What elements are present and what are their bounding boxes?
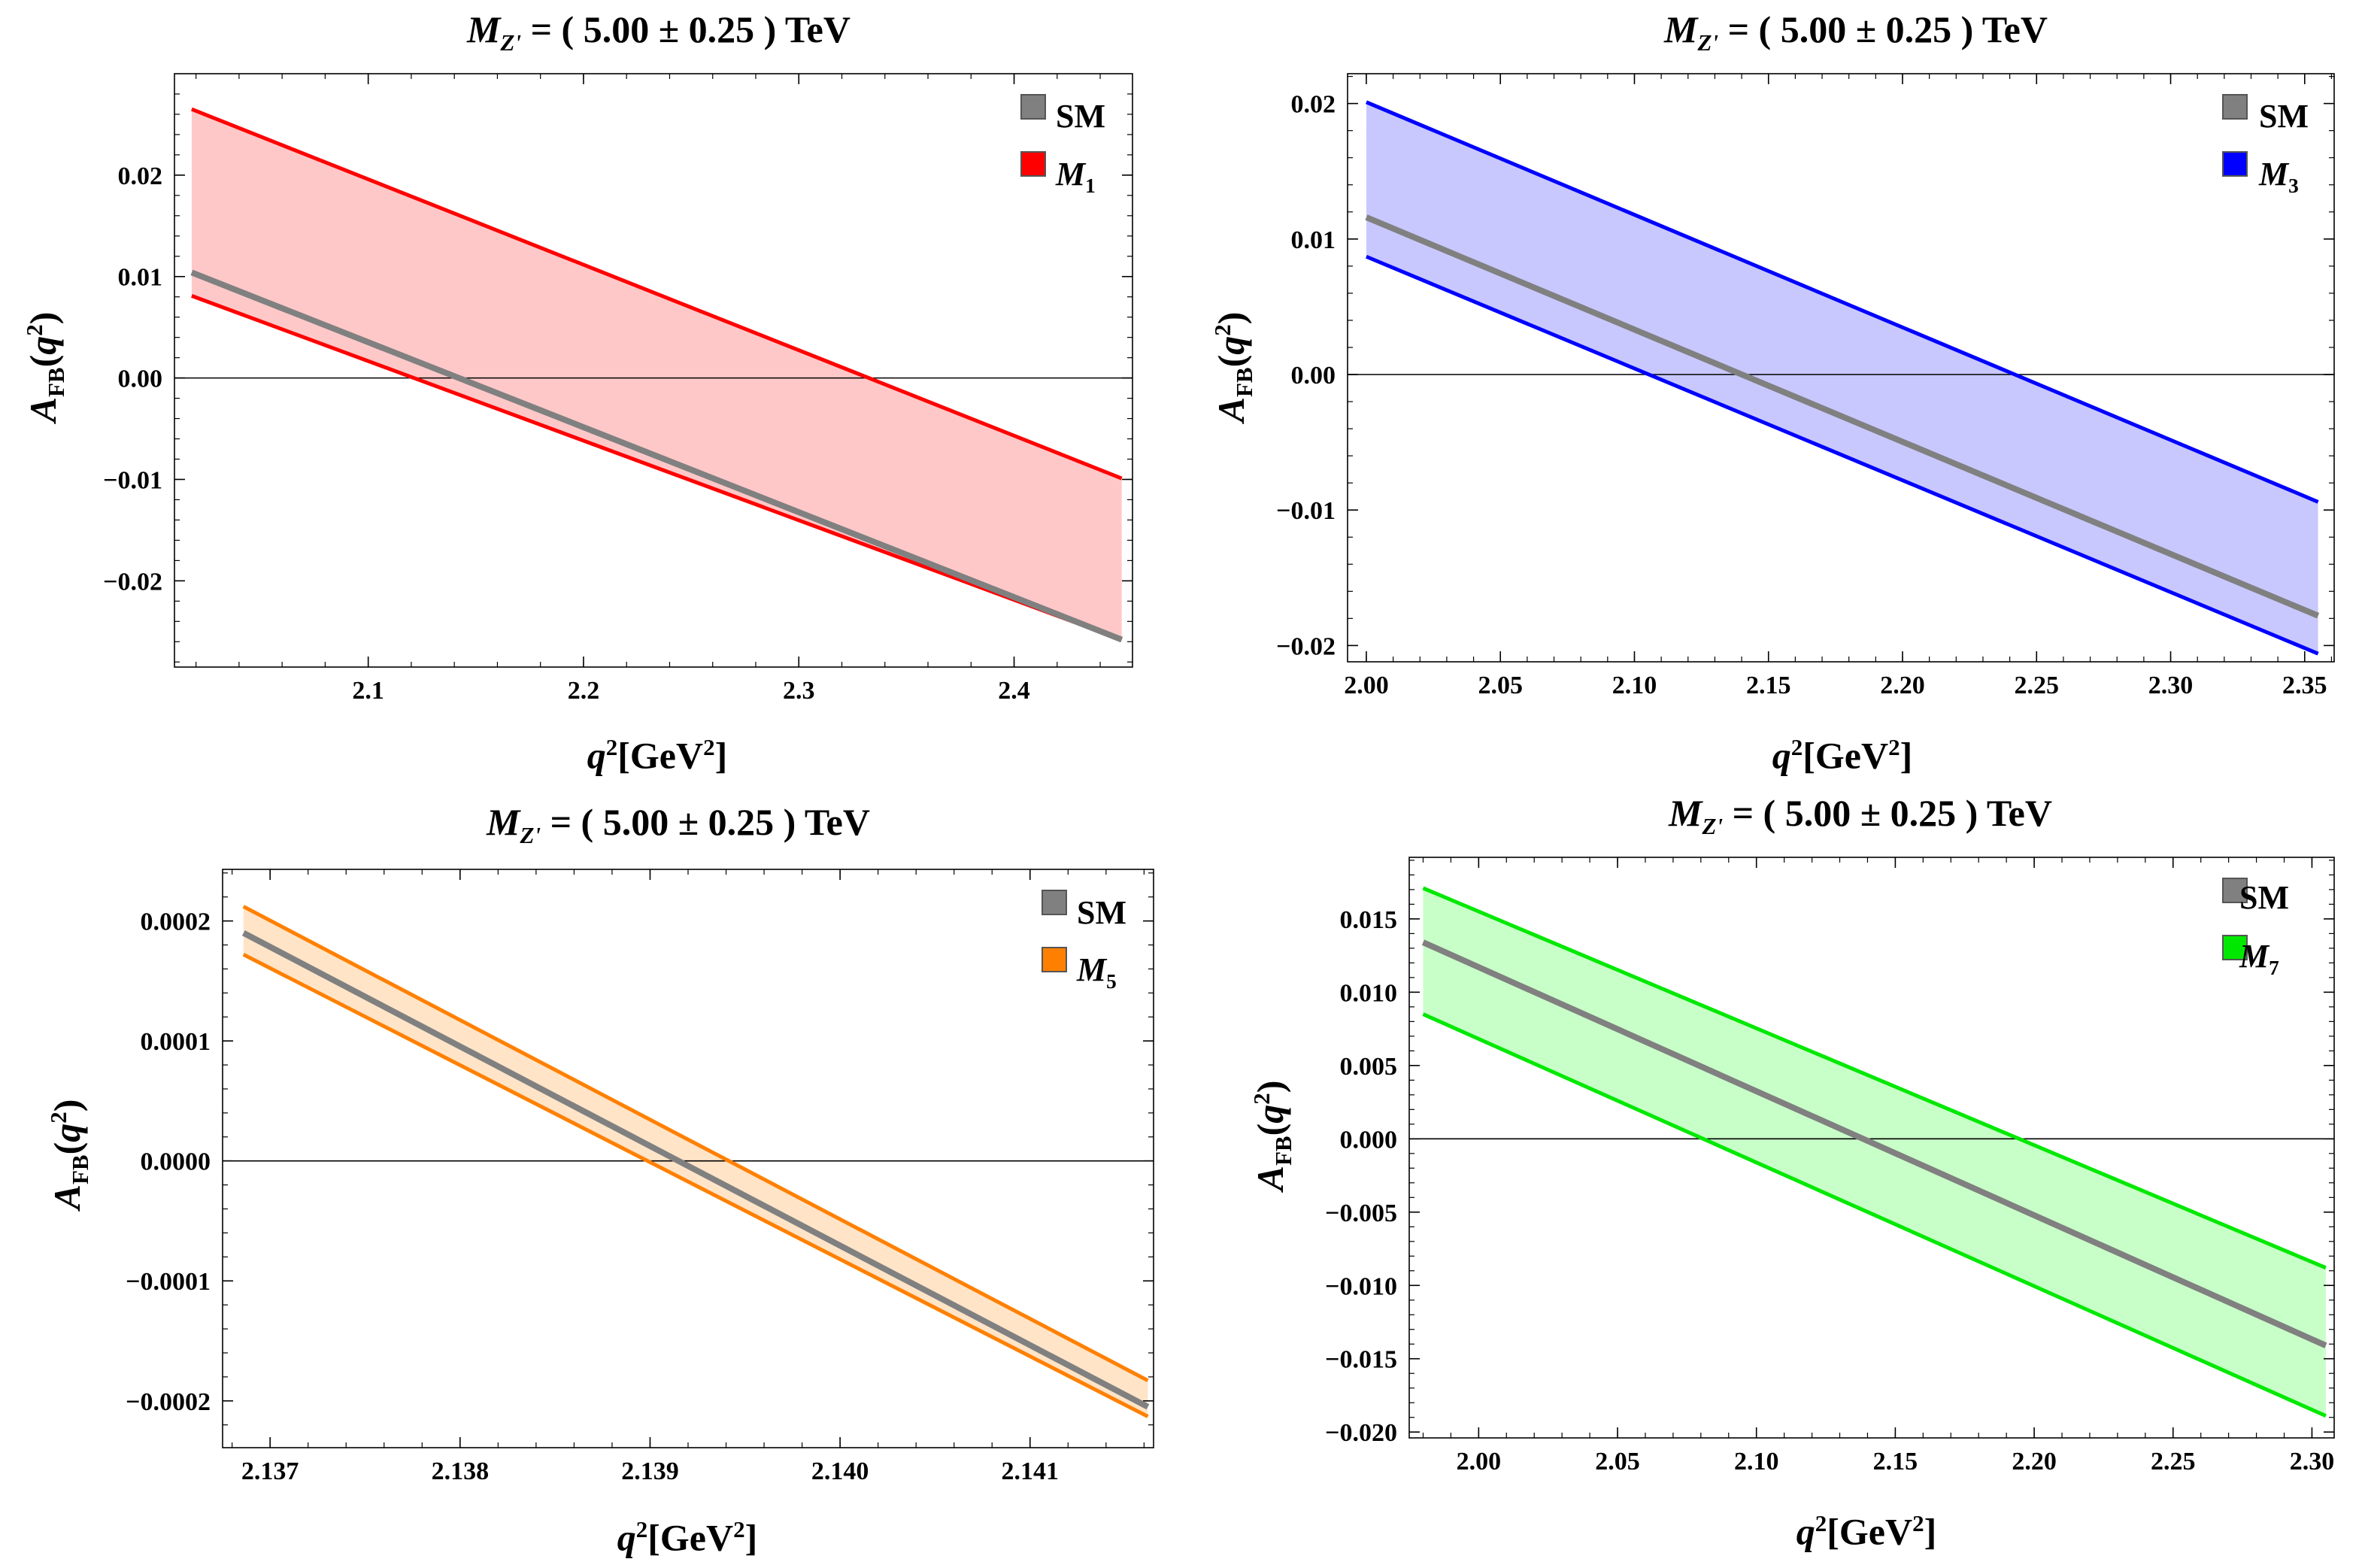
legend-label-sm: SM xyxy=(2239,879,2289,916)
plot-area: 2.1 2.2 2.3 2.4 −0.02 −0.01 0.00 0.01 0.02 xyxy=(103,73,1133,705)
chart-panel-1: MZ' = ( 5.00 ± 0.25 ) TeV 2.1 2.2 2.3 2.4 −0… xyxy=(0,0,1182,784)
legend-swatch xyxy=(2222,935,2248,960)
uncertainty-band xyxy=(191,109,1122,640)
x-tick-label: 2.10 xyxy=(1734,1448,1779,1475)
x-tick-label: 2.15 xyxy=(1873,1448,1918,1475)
x-axis-label: q2[GeV2] xyxy=(1772,734,1913,777)
series-line-lower xyxy=(191,294,1123,641)
series-line-upper xyxy=(1422,886,2327,1270)
x-tick-label: 2.00 xyxy=(1457,1448,1502,1475)
x-tick-label: 2.1 xyxy=(352,677,384,705)
legend-label-sm: SM xyxy=(2259,98,2309,135)
plot-area: 2.00 2.05 2.10 2.15 2.20 2.25 2.30 2.35 −0.02 −0.… xyxy=(1276,73,2335,699)
series-line-sm xyxy=(241,930,1150,1410)
x-tick-label: 2.137 xyxy=(241,1457,299,1485)
y-tick-label: 0.02 xyxy=(118,162,163,190)
plot-area: 2.137 2.138 2.139 2.140 2.141 −0.0002 −0.0001 0… xyxy=(126,869,1154,1485)
series-line-lower xyxy=(1422,1012,2327,1418)
y-tick-label: −0.0002 xyxy=(126,1388,211,1416)
x-tick-label: 2.138 xyxy=(432,1457,490,1485)
chart-title: MZ' = ( 5.00 ± 0.25 ) TeV xyxy=(467,8,850,56)
y-tick-label: 0.01 xyxy=(118,264,163,292)
x-tick-label: 2.05 xyxy=(1595,1448,1640,1475)
y-tick-label: 0.02 xyxy=(1291,91,1336,119)
y-axis-label: AFB(q2) xyxy=(1248,1080,1296,1191)
series-line-upper xyxy=(190,107,1123,481)
uncertainty-band xyxy=(1423,887,2326,1416)
series-line-upper xyxy=(1365,100,2319,504)
x-tick-label: 2.35 xyxy=(2282,672,2327,699)
x-tick-label: 2.4 xyxy=(998,677,1030,705)
legend-swatch xyxy=(2222,151,2248,177)
legend-label-sm: SM xyxy=(1077,894,1126,931)
legend-label-m1: M1 xyxy=(1056,156,1096,197)
x-tick-label: 2.25 xyxy=(2151,1448,2196,1475)
series-line-sm xyxy=(1365,214,2320,619)
y-tick-label: −0.01 xyxy=(1276,497,1336,525)
legend-swatch xyxy=(1020,94,1046,120)
legend-swatch xyxy=(1042,947,1067,972)
chart-title: MZ' = ( 5.00 ± 0.25 ) TeV xyxy=(1669,792,2052,839)
y-tick-label: 0.0002 xyxy=(141,908,211,936)
legend-label-m3: M3 xyxy=(2259,156,2299,197)
y-tick-label: −0.02 xyxy=(1276,632,1336,660)
legend-swatch xyxy=(2222,878,2248,903)
x-tick-label: 2.30 xyxy=(2148,672,2194,699)
series-line-sm xyxy=(1421,939,2327,1348)
x-tick-label: 2.30 xyxy=(2290,1448,2335,1475)
x-axis-label: q2[GeV2] xyxy=(587,734,728,777)
chart-title: MZ' = ( 5.00 ± 0.25 ) TeV xyxy=(1664,8,2048,56)
y-tick-label: 0.00 xyxy=(1291,362,1336,390)
legend-label-sm: SM xyxy=(1056,98,1105,135)
plot-frame xyxy=(1408,857,2335,1439)
x-tick-label: 2.141 xyxy=(1002,1457,1060,1485)
series-line-lower xyxy=(1365,254,2319,656)
legend-swatch xyxy=(1042,890,1067,915)
legend-label-m7: M7 xyxy=(2239,938,2279,979)
y-tick-label: −0.020 xyxy=(1325,1419,1397,1447)
y-tick-label: −0.015 xyxy=(1325,1346,1397,1374)
chart-title: MZ' = ( 5.00 ± 0.25 ) TeV xyxy=(487,801,870,848)
x-tick-label: 2.15 xyxy=(1746,672,1791,699)
legend-swatch xyxy=(2222,94,2248,120)
y-tick-label: −0.010 xyxy=(1325,1272,1397,1300)
x-tick-label: 2.3 xyxy=(783,677,815,705)
x-tick-label: 2.139 xyxy=(621,1457,679,1485)
x-tick-label: 2.20 xyxy=(1880,672,1925,699)
x-tick-label: 2.05 xyxy=(1478,672,1523,699)
plot-frame xyxy=(1347,73,2335,663)
chart-panel-3: MZ' = ( 5.00 ± 0.25 ) TeV 2.137 2.138 2.13… xyxy=(0,0,1182,1568)
x-tick-label: 2.25 xyxy=(2015,672,2060,699)
y-tick-label: 0.0001 xyxy=(141,1028,211,1056)
series-line-sm xyxy=(190,269,1123,643)
y-tick-label: 0.00 xyxy=(118,365,163,393)
y-tick-label: 0.005 xyxy=(1340,1053,1398,1081)
x-axis-label: q2[GeV2] xyxy=(617,1516,758,1559)
chart-panel-2: MZ' = ( 5.00 ± 0.25 ) TeV 2.00 2.05 2.10 2.… xyxy=(1209,8,2335,777)
y-tick-label: 0.01 xyxy=(1291,226,1336,254)
y-tick-label: −0.005 xyxy=(1325,1200,1397,1227)
x-tick-label: 2.00 xyxy=(1344,672,1389,699)
y-tick-label: 0.000 xyxy=(1340,1126,1398,1154)
y-tick-label: −0.0001 xyxy=(126,1268,211,1296)
series-line-lower xyxy=(242,953,1149,1418)
series-line-upper xyxy=(242,905,1149,1382)
y-tick-label: −0.02 xyxy=(103,568,162,596)
legend-label-m5: M5 xyxy=(1077,951,1117,993)
y-tick-label: 0.010 xyxy=(1340,979,1398,1007)
y-tick-label: 0.0000 xyxy=(141,1148,211,1176)
x-axis-label: q2[GeV2] xyxy=(1796,1510,1937,1553)
plot-frame xyxy=(174,73,1133,668)
x-tick-label: 2.10 xyxy=(1612,672,1657,699)
y-tick-label: −0.01 xyxy=(103,466,162,494)
x-tick-label: 2.140 xyxy=(811,1457,869,1485)
y-tick-label: 0.015 xyxy=(1340,906,1398,934)
x-tick-label: 2.20 xyxy=(2012,1448,2057,1475)
legend-swatch xyxy=(1020,151,1046,177)
x-tick-label: 2.2 xyxy=(568,677,600,705)
